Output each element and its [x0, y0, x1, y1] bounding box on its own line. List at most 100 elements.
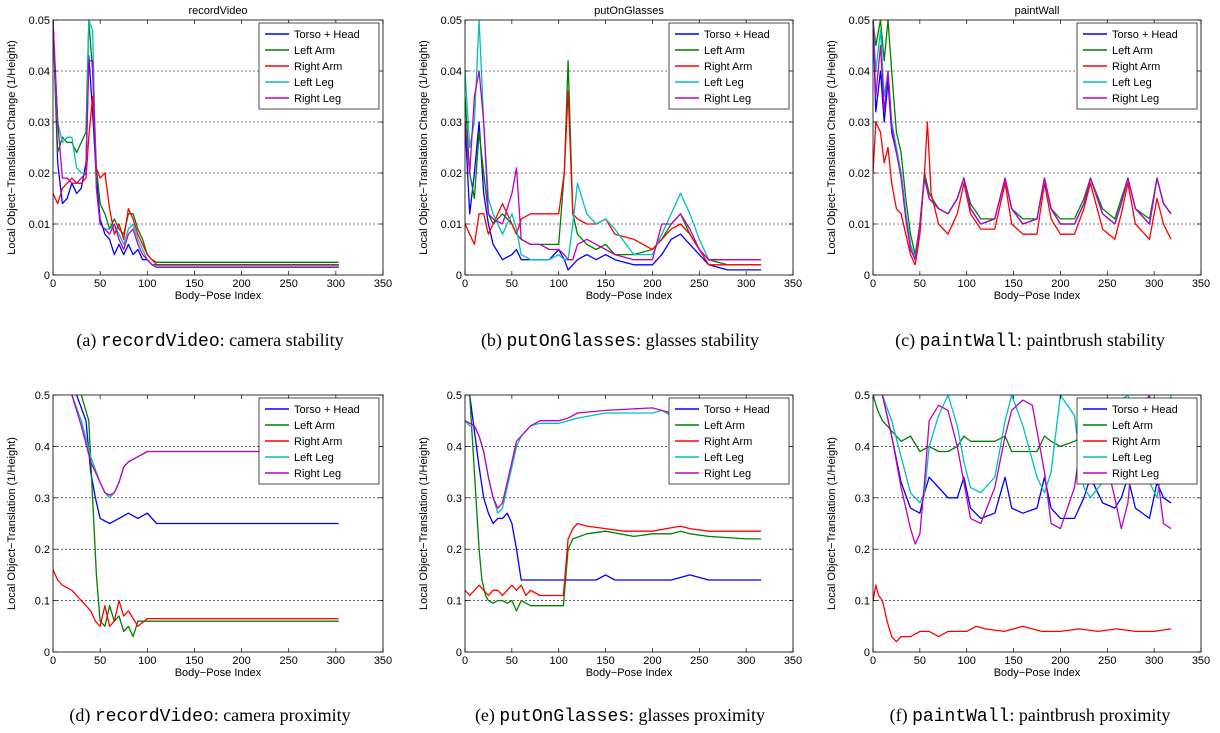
x-tick-label: 100 [138, 655, 156, 667]
caption-c: (c) paintWall: paintbrush stability [830, 330, 1220, 352]
series-line-left-leg [881, 395, 1172, 504]
legend-entry: Torso + Head [1112, 29, 1178, 41]
axes-frame [872, 394, 1202, 653]
caption-b: (b) putOnGlasses: glasses stability [420, 330, 820, 352]
caption-d: (d) recordVideo: camera proximity [10, 705, 410, 727]
y-tick-label: 0.02 [29, 168, 50, 180]
legend-entry: Torso + Head [294, 29, 360, 41]
y-tick-label: 0.5 [855, 390, 870, 402]
y-tick-label: 0 [44, 647, 50, 659]
axes-frame [872, 19, 1202, 276]
legend-entry: Torso + Head [704, 404, 770, 416]
x-tick-label: 200 [232, 278, 250, 290]
y-tick-label: 0.1 [447, 596, 462, 608]
x-tick-label: 0 [870, 278, 876, 290]
series-group [53, 395, 339, 638]
series-line-left-leg [465, 20, 762, 261]
caption-e: (e) putOnGlasses: glasses proximity [420, 705, 820, 727]
legend: Torso + Head Left Arm Right Arm Left Leg Rig… [668, 22, 790, 110]
caption-task-name: recordVideo [94, 707, 214, 727]
x-tick-label: 350 [1192, 278, 1210, 290]
caption-letter: (a) [76, 330, 97, 350]
x-tick-label: 0 [870, 655, 876, 667]
x-tick-label: 250 [280, 655, 298, 667]
x-tick-label: 50 [506, 655, 518, 667]
x-tick-label: 50 [94, 655, 106, 667]
caption-description: : camera stability [219, 330, 344, 350]
x-tick-label: 100 [958, 655, 976, 667]
caption-description: : glasses proximity [629, 705, 766, 725]
x-tick-label: 0 [50, 278, 56, 290]
y-tick-label: 0.02 [441, 168, 462, 180]
x-tick-label: 0 [462, 655, 468, 667]
y-axis-label: Local Object−Translation (1/Height) [418, 437, 430, 610]
caption-letter: (b) [480, 330, 502, 350]
x-tick-label: 350 [784, 655, 802, 667]
chart-title: putOnGlasses [594, 5, 664, 17]
legend-entry: Left Leg [1112, 452, 1152, 464]
axes-frame [464, 19, 794, 276]
series-line-left-arm [469, 395, 762, 612]
chart-panel-3: 0 50 100 150 200 250 300 350 0 0.01 0.02 0.03 0.04 0.… [826, 5, 1210, 302]
legend-entry: Right Leg [704, 93, 751, 105]
x-tick-label: 300 [1145, 655, 1163, 667]
series-line-right-leg [873, 20, 1172, 261]
x-tick-label: 350 [374, 655, 392, 667]
x-tick-label: 250 [280, 278, 298, 290]
y-tick-label: 0.04 [29, 66, 50, 78]
y-axis-label: Local Object−Translation (1/Height) [826, 437, 838, 610]
legend-entry: Left Arm [704, 45, 745, 57]
legend-entry: Left Arm [1112, 45, 1153, 57]
x-tick-label: 150 [1004, 278, 1022, 290]
series-line-torso-head [465, 121, 762, 271]
series-line-left-arm [80, 395, 339, 638]
series-line-right-arm [465, 522, 762, 597]
caption-letter: (c) [895, 330, 916, 350]
legend-entry: Left Arm [294, 420, 335, 432]
y-axis-label: Local Object−Translation Change (1/Heigh… [6, 40, 18, 255]
y-tick-label: 0.03 [441, 117, 462, 129]
legend-entry: Right Leg [294, 93, 341, 105]
x-axis-label: Body−Pose Index [586, 667, 673, 679]
x-axis-label: Body−Pose Index [994, 667, 1081, 679]
chart-panel-2: 0 50 100 150 200 250 300 350 0 0.01 0.02 0.03 0.04 0.… [418, 5, 802, 302]
x-tick-label: 300 [737, 278, 755, 290]
y-tick-label: 0.05 [29, 15, 50, 27]
caption-task-name: paintWall [919, 332, 1017, 352]
series-line-torso-head [469, 395, 762, 581]
legend: Torso + Head Left Arm Right Arm Left Leg Rig… [258, 22, 380, 110]
x-tick-label: 250 [1098, 278, 1116, 290]
caption-a: (a) recordVideo: camera stability [10, 330, 410, 352]
y-tick-label: 0.04 [441, 66, 462, 78]
series-line-right-arm [53, 569, 339, 627]
y-tick-label: 0.2 [35, 544, 50, 556]
x-tick-label: 0 [462, 278, 468, 290]
legend-entry: Left Leg [704, 77, 744, 89]
legend: Torso + Head Left Arm Right Arm Left Leg Rig… [1076, 397, 1198, 485]
x-tick-label: 150 [185, 278, 203, 290]
y-tick-label: 0.1 [35, 596, 50, 608]
legend-entry: Right Leg [1112, 468, 1159, 480]
y-tick-label: 0.05 [441, 15, 462, 27]
legend-entry: Right Leg [294, 468, 341, 480]
legend-entry: Torso + Head [294, 404, 360, 416]
legend-entry: Right Leg [1112, 93, 1159, 105]
x-tick-label: 250 [690, 278, 708, 290]
series-line-right-leg [53, 20, 339, 269]
chart-panel-5: 0 50 100 150 200 250 300 350 0 0.1 0.2 0.3 0.4 0.5 Bod… [418, 390, 802, 679]
x-axis-label: Body−Pose Index [175, 290, 262, 302]
chart-panel-6: 0 50 100 150 200 250 300 350 0 0.1 0.2 0.3 0.4 0.5 Bod… [826, 390, 1210, 679]
y-tick-label: 0.02 [849, 168, 870, 180]
legend-entry: Right Arm [1112, 61, 1160, 73]
x-tick-label: 350 [1192, 655, 1210, 667]
caption-description: : glasses stability [636, 330, 760, 350]
y-axis-label: Local Object−Translation Change (1/Heigh… [418, 40, 430, 255]
legend-entry: Right Arm [704, 436, 752, 448]
legend: Torso + Head Left Arm Right Arm Left Leg Rig… [668, 397, 790, 485]
x-tick-label: 100 [550, 655, 568, 667]
axes-frame [464, 394, 794, 653]
x-tick-label: 50 [94, 278, 106, 290]
x-tick-label: 50 [914, 655, 926, 667]
y-tick-label: 0.2 [447, 544, 462, 556]
chart-title: recordVideo [188, 5, 247, 17]
